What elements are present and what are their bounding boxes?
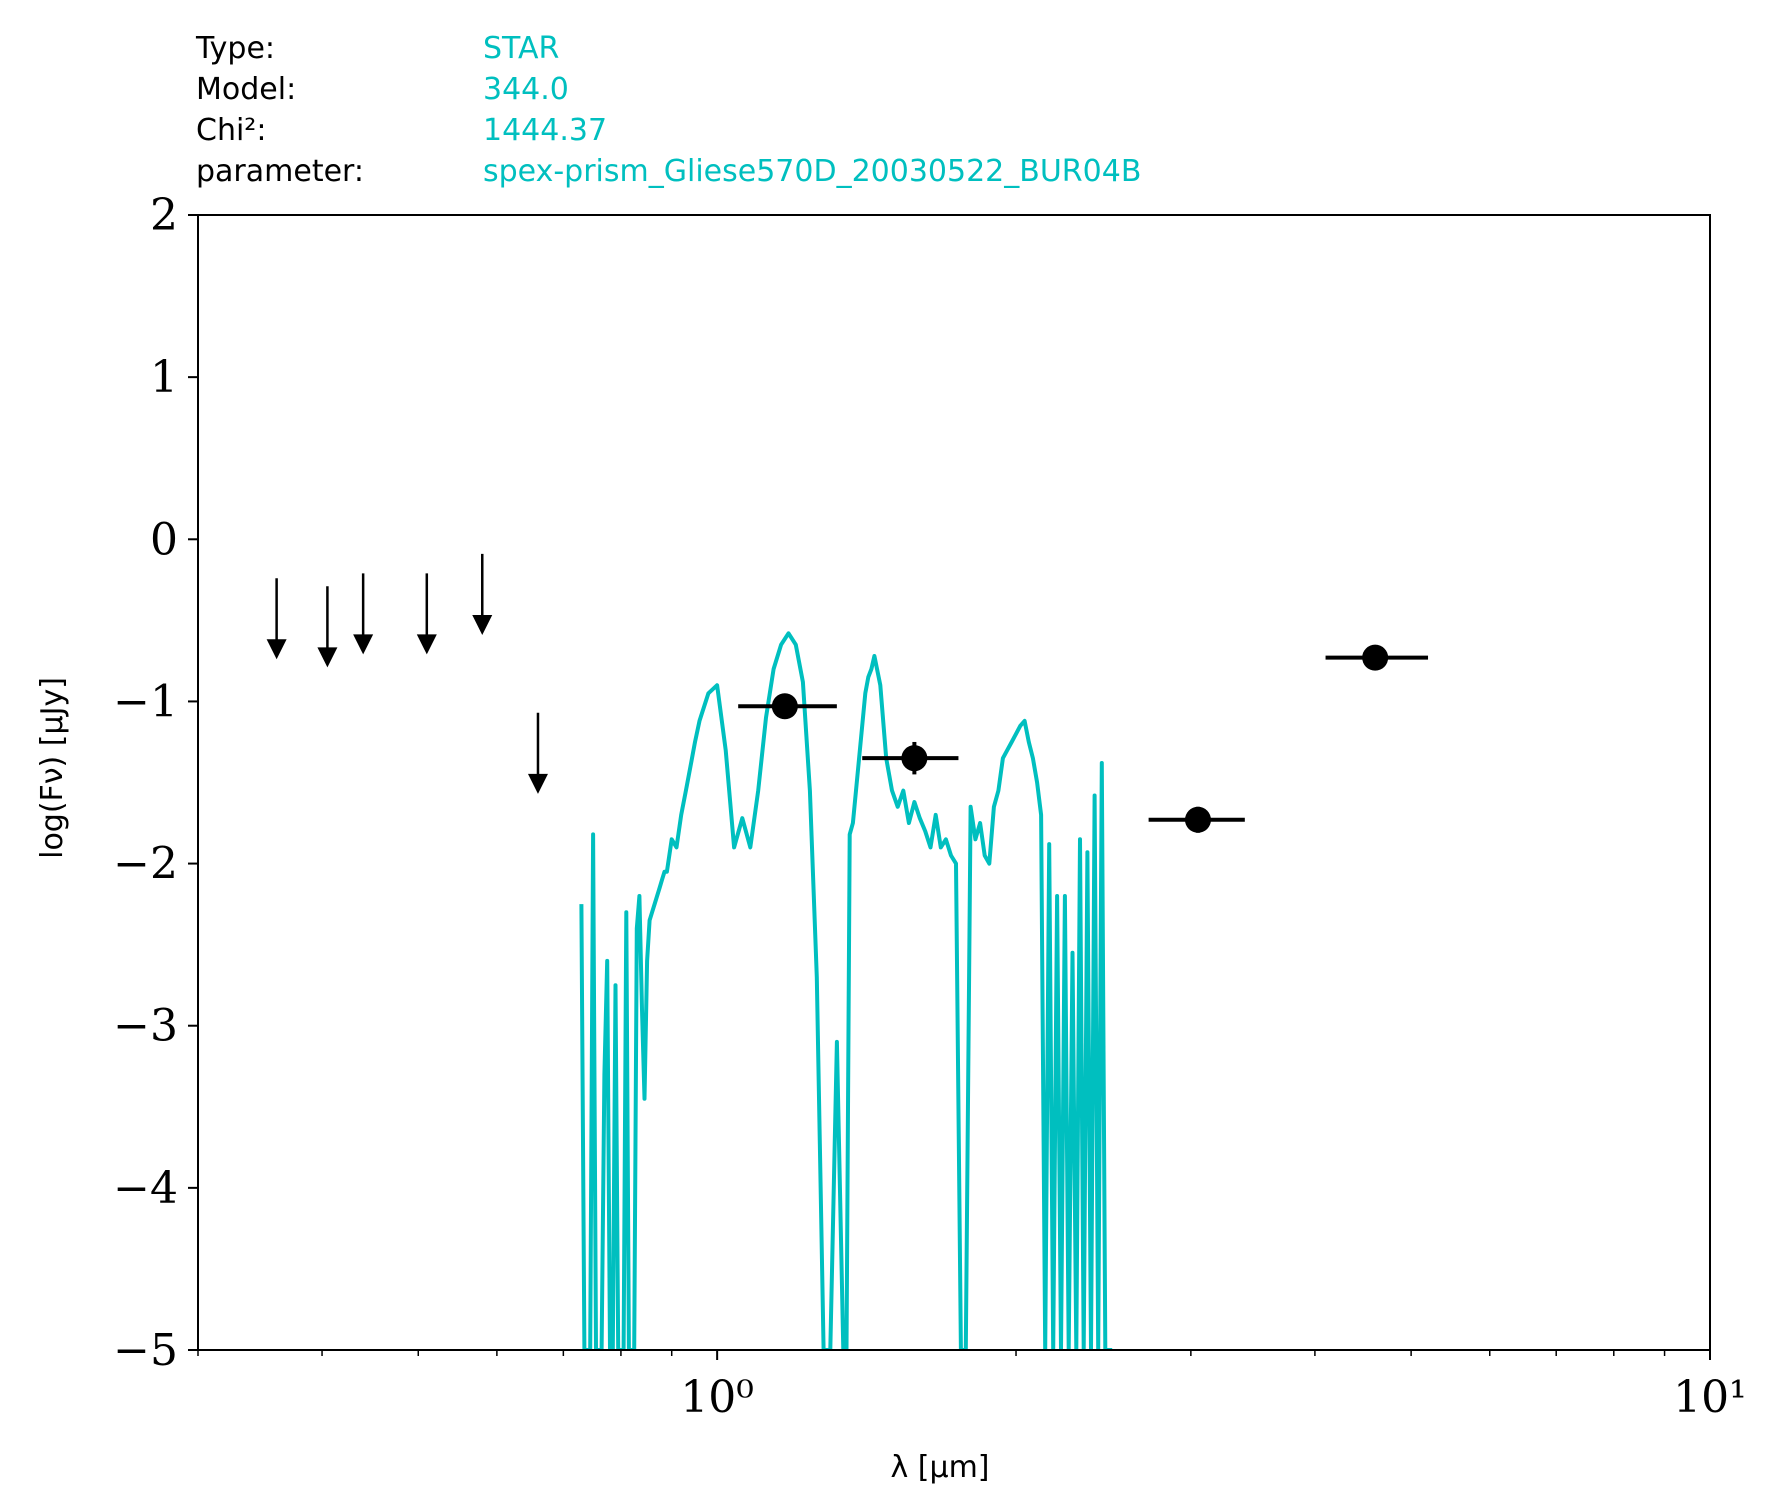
- upper-limit-arrowhead: [266, 639, 287, 660]
- x-tick-label: 10⁰: [680, 1372, 754, 1423]
- info-value-chi2: 1444.37: [483, 113, 607, 148]
- y-tick-label: −1: [113, 676, 178, 727]
- plot-content: [266, 553, 1429, 1350]
- y-axis-label: log(Fν) [μJy]: [35, 677, 70, 859]
- axis-ticks: [188, 214, 1711, 1360]
- y-tick-label: 2: [150, 190, 178, 241]
- upper-limit-arrowhead: [527, 773, 548, 794]
- photometry-point: [1362, 644, 1389, 671]
- info-value-model: 344.0: [483, 72, 569, 107]
- upper-limit-arrowhead: [353, 634, 374, 655]
- x-tick-label: 10¹: [1673, 1372, 1747, 1423]
- y-tick-label: 0: [150, 514, 178, 565]
- info-label-chi2: Chi²:: [196, 113, 266, 148]
- y-tick-label: −3: [113, 1001, 178, 1052]
- photometry-point: [771, 693, 798, 720]
- y-tick-labels: 2 1 0 −1 −2 −3 −4 −5: [113, 190, 178, 1376]
- upper-limit-arrowhead: [416, 634, 437, 655]
- info-label-parameter: parameter:: [196, 154, 364, 189]
- info-label-type: Type:: [195, 31, 275, 66]
- y-tick-label: −5: [113, 1325, 178, 1376]
- info-value-parameter: spex-prism_Gliese570D_20030522_BUR04B: [483, 154, 1141, 189]
- upper-limit-arrowhead: [317, 647, 338, 668]
- upper-limit-arrowhead: [472, 614, 493, 635]
- x-axis-label: λ [μm]: [890, 1450, 989, 1485]
- x-tick-labels: 10⁰ 10¹: [680, 1372, 1746, 1423]
- plot-frame: [197, 214, 1711, 1351]
- info-label-model: Model:: [196, 72, 296, 107]
- model-spectrum-line: [579, 631, 1113, 1350]
- photometry-point: [901, 745, 928, 772]
- photometry-points: [738, 644, 1429, 833]
- y-tick-label: −2: [113, 839, 178, 890]
- photometry-point: [1184, 806, 1211, 833]
- y-tick-label: −4: [113, 1163, 178, 1214]
- info-value-type: STAR: [483, 31, 559, 66]
- fit-info-block: Type: STAR Model: 344.0 Chi²: 1444.37 pa…: [195, 31, 1141, 189]
- y-tick-label: 1: [150, 352, 178, 403]
- upper-limit-arrows: [266, 553, 548, 794]
